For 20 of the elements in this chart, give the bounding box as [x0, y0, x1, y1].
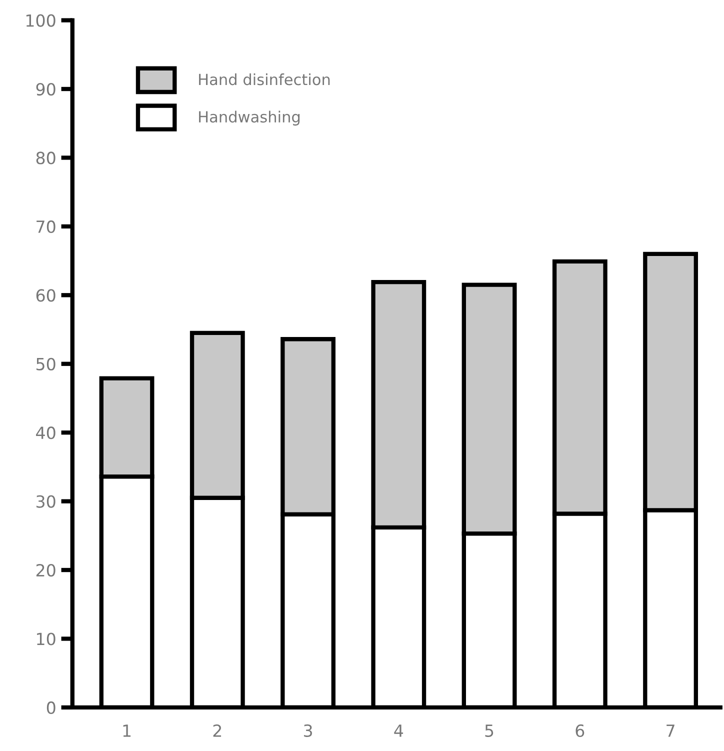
- y-tick-label: 80: [36, 152, 56, 164]
- y-tick-label: 50: [36, 358, 56, 370]
- x-tick-label: 7: [666, 724, 674, 737]
- y-tick-label: 60: [36, 289, 56, 302]
- y-tick-label: 30: [36, 495, 56, 508]
- y-tick-label: 10: [37, 632, 56, 646]
- y-tick-label: 40: [36, 426, 56, 440]
- y-tick-label: 20: [36, 564, 56, 577]
- x-tick-label: 6: [576, 724, 584, 738]
- legend-label: Hand disinfection: [199, 73, 330, 86]
- y-tick-label: 90: [36, 82, 56, 96]
- x-tick-label: 3: [304, 724, 312, 738]
- x-tick-label: 1: [123, 724, 131, 737]
- y-tick-label: 0: [46, 701, 56, 714]
- y-tick-label: 70: [36, 220, 56, 233]
- x-tick-label: 2: [213, 724, 222, 737]
- x-tick-label: 5: [485, 724, 494, 738]
- legend-label: Handwashing: [199, 110, 300, 126]
- y-tick-label: 100: [26, 14, 56, 27]
- x-tick-label: 4: [394, 724, 404, 737]
